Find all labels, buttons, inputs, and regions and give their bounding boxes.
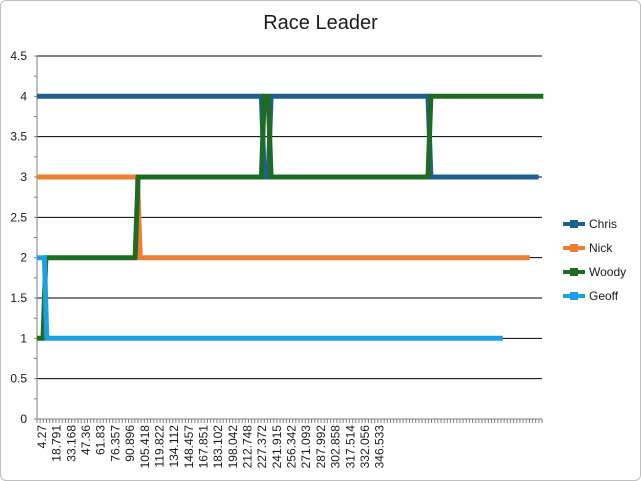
x-tick-label: 271.093 (299, 425, 313, 469)
y-tick-label: 0 (20, 412, 27, 426)
legend-marker-geoff (570, 292, 578, 300)
series-lines (37, 93, 544, 341)
x-tick-label: 167.851 (196, 425, 210, 469)
chart-title: Race Leader (263, 12, 378, 34)
y-axis-labels: 0 0.5 1 1.5 2 2.5 3 3.5 4 4.5 (10, 49, 27, 426)
x-tick-label: 4.27 (35, 425, 49, 449)
x-tick-label: 212.748 (241, 425, 255, 469)
y-tick-label: 1.5 (10, 291, 27, 305)
legend-marker-woody (570, 268, 578, 276)
legend-label-chris: Chris (589, 217, 617, 231)
x-axis: 4.27 18.791 33.168 47.36 61.83 76.357 90.896 10… (34, 55, 543, 469)
x-tick-label: 105.418 (138, 425, 152, 469)
x-tick-label: 256.342 (285, 425, 299, 469)
x-tick-label: 241.915 (270, 425, 284, 469)
x-tick-label: 18.791 (50, 425, 64, 462)
x-tick-label: 33.168 (64, 425, 78, 462)
x-tick-label: 61.83 (94, 425, 108, 455)
y-tick-label: 1 (20, 331, 27, 345)
legend-marker-nick (570, 244, 578, 252)
x-tick-label: 317.514 (343, 425, 357, 469)
y-tick-label: 2.5 (10, 210, 27, 224)
legend-label-woody: Woody (589, 265, 626, 279)
x-tick-label: 90.896 (123, 425, 137, 462)
x-tick-label: 332.056 (358, 425, 372, 469)
x-tick-label: 47.36 (79, 425, 93, 455)
y-tick-label: 0.5 (10, 372, 27, 386)
gridlines (37, 55, 542, 420)
y-tick-label: 3 (20, 170, 27, 184)
x-tick-label: 148.457 (182, 425, 196, 469)
x-tick-label: 287.992 (314, 425, 328, 469)
x-tick-label: 227.372 (255, 425, 269, 469)
x-tick-label: 198.042 (226, 425, 240, 469)
legend-label-geoff: Geoff (589, 289, 619, 303)
y-tick-label: 4.5 (10, 49, 27, 63)
legend: Chris Nick Woody Geoff (563, 217, 626, 303)
series-line-geoff (37, 255, 503, 341)
y-tick-label: 3.5 (10, 130, 27, 144)
x-tick-label: 302.858 (329, 425, 343, 469)
y-tick-label: 4 (20, 89, 27, 103)
x-tick-label: 76.357 (108, 425, 122, 462)
legend-marker-chris (570, 220, 578, 228)
x-tick-label: 119.822 (152, 425, 166, 468)
y-tick-label: 2 (20, 251, 27, 265)
x-tick-label: 346.533 (373, 425, 387, 469)
legend-label-nick: Nick (589, 241, 613, 255)
x-tick-label: 183.102 (211, 425, 225, 469)
x-tick-label: 134.112 (167, 425, 181, 468)
